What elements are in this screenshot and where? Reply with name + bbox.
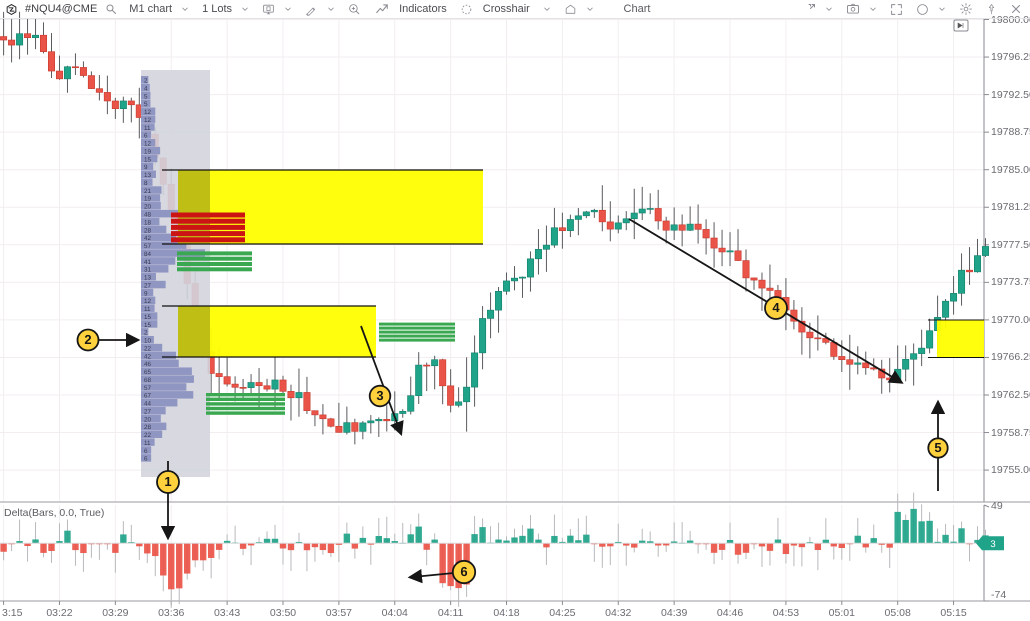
svg-text:42: 42 bbox=[144, 353, 152, 360]
svg-text:19: 19 bbox=[144, 196, 152, 203]
svg-text:22: 22 bbox=[144, 345, 152, 352]
svg-text:12: 12 bbox=[144, 298, 152, 305]
svg-text:9: 9 bbox=[144, 164, 148, 171]
svg-text:13: 13 bbox=[144, 172, 152, 179]
svg-text:67: 67 bbox=[144, 393, 152, 400]
svg-text:5: 5 bbox=[144, 101, 148, 108]
svg-text:42: 42 bbox=[144, 235, 152, 242]
svg-text:68: 68 bbox=[144, 377, 152, 384]
svg-text:6: 6 bbox=[144, 448, 148, 455]
svg-text:1: 1 bbox=[164, 474, 171, 489]
svg-text:9: 9 bbox=[144, 290, 148, 297]
svg-text:4: 4 bbox=[144, 85, 148, 92]
svg-text:11: 11 bbox=[144, 440, 151, 447]
svg-text:15: 15 bbox=[144, 156, 152, 163]
svg-text:6: 6 bbox=[144, 133, 148, 140]
svg-text:5: 5 bbox=[144, 93, 148, 100]
svg-text:20: 20 bbox=[144, 416, 152, 423]
svg-text:19: 19 bbox=[144, 148, 152, 155]
svg-text:2: 2 bbox=[84, 332, 91, 347]
svg-text:6: 6 bbox=[144, 456, 148, 463]
svg-text:3: 3 bbox=[990, 539, 995, 550]
svg-text:41: 41 bbox=[144, 259, 152, 266]
svg-text:27: 27 bbox=[144, 408, 152, 415]
svg-text:3: 3 bbox=[376, 388, 383, 403]
svg-text:6: 6 bbox=[460, 564, 467, 579]
svg-text:12: 12 bbox=[144, 117, 152, 124]
svg-text:84: 84 bbox=[144, 251, 152, 258]
svg-text:15: 15 bbox=[144, 314, 152, 321]
svg-text:28: 28 bbox=[144, 424, 152, 431]
svg-text:2: 2 bbox=[144, 330, 148, 337]
svg-text:8: 8 bbox=[144, 180, 148, 187]
svg-text:11: 11 bbox=[144, 125, 151, 132]
svg-text:31: 31 bbox=[144, 267, 152, 274]
svg-text:18: 18 bbox=[144, 219, 152, 226]
svg-text:44: 44 bbox=[144, 401, 152, 408]
svg-text:22: 22 bbox=[144, 432, 152, 439]
svg-text:11: 11 bbox=[144, 306, 151, 313]
svg-text:10: 10 bbox=[144, 338, 152, 345]
svg-text:12: 12 bbox=[144, 141, 152, 148]
svg-text:57: 57 bbox=[144, 243, 152, 250]
svg-text:20: 20 bbox=[144, 204, 152, 211]
svg-text:48: 48 bbox=[144, 211, 152, 218]
svg-text:13: 13 bbox=[144, 275, 152, 282]
svg-text:21: 21 bbox=[144, 188, 152, 195]
svg-text:4: 4 bbox=[772, 300, 780, 315]
svg-text:27: 27 bbox=[144, 282, 152, 289]
svg-text:2: 2 bbox=[144, 78, 148, 85]
svg-text:28: 28 bbox=[144, 227, 152, 234]
svg-text:5: 5 bbox=[934, 440, 941, 455]
svg-text:12: 12 bbox=[144, 109, 152, 116]
svg-text:57: 57 bbox=[144, 385, 152, 392]
svg-text:65: 65 bbox=[144, 369, 152, 376]
svg-text:15: 15 bbox=[144, 322, 152, 329]
svg-text:46: 46 bbox=[144, 361, 152, 368]
